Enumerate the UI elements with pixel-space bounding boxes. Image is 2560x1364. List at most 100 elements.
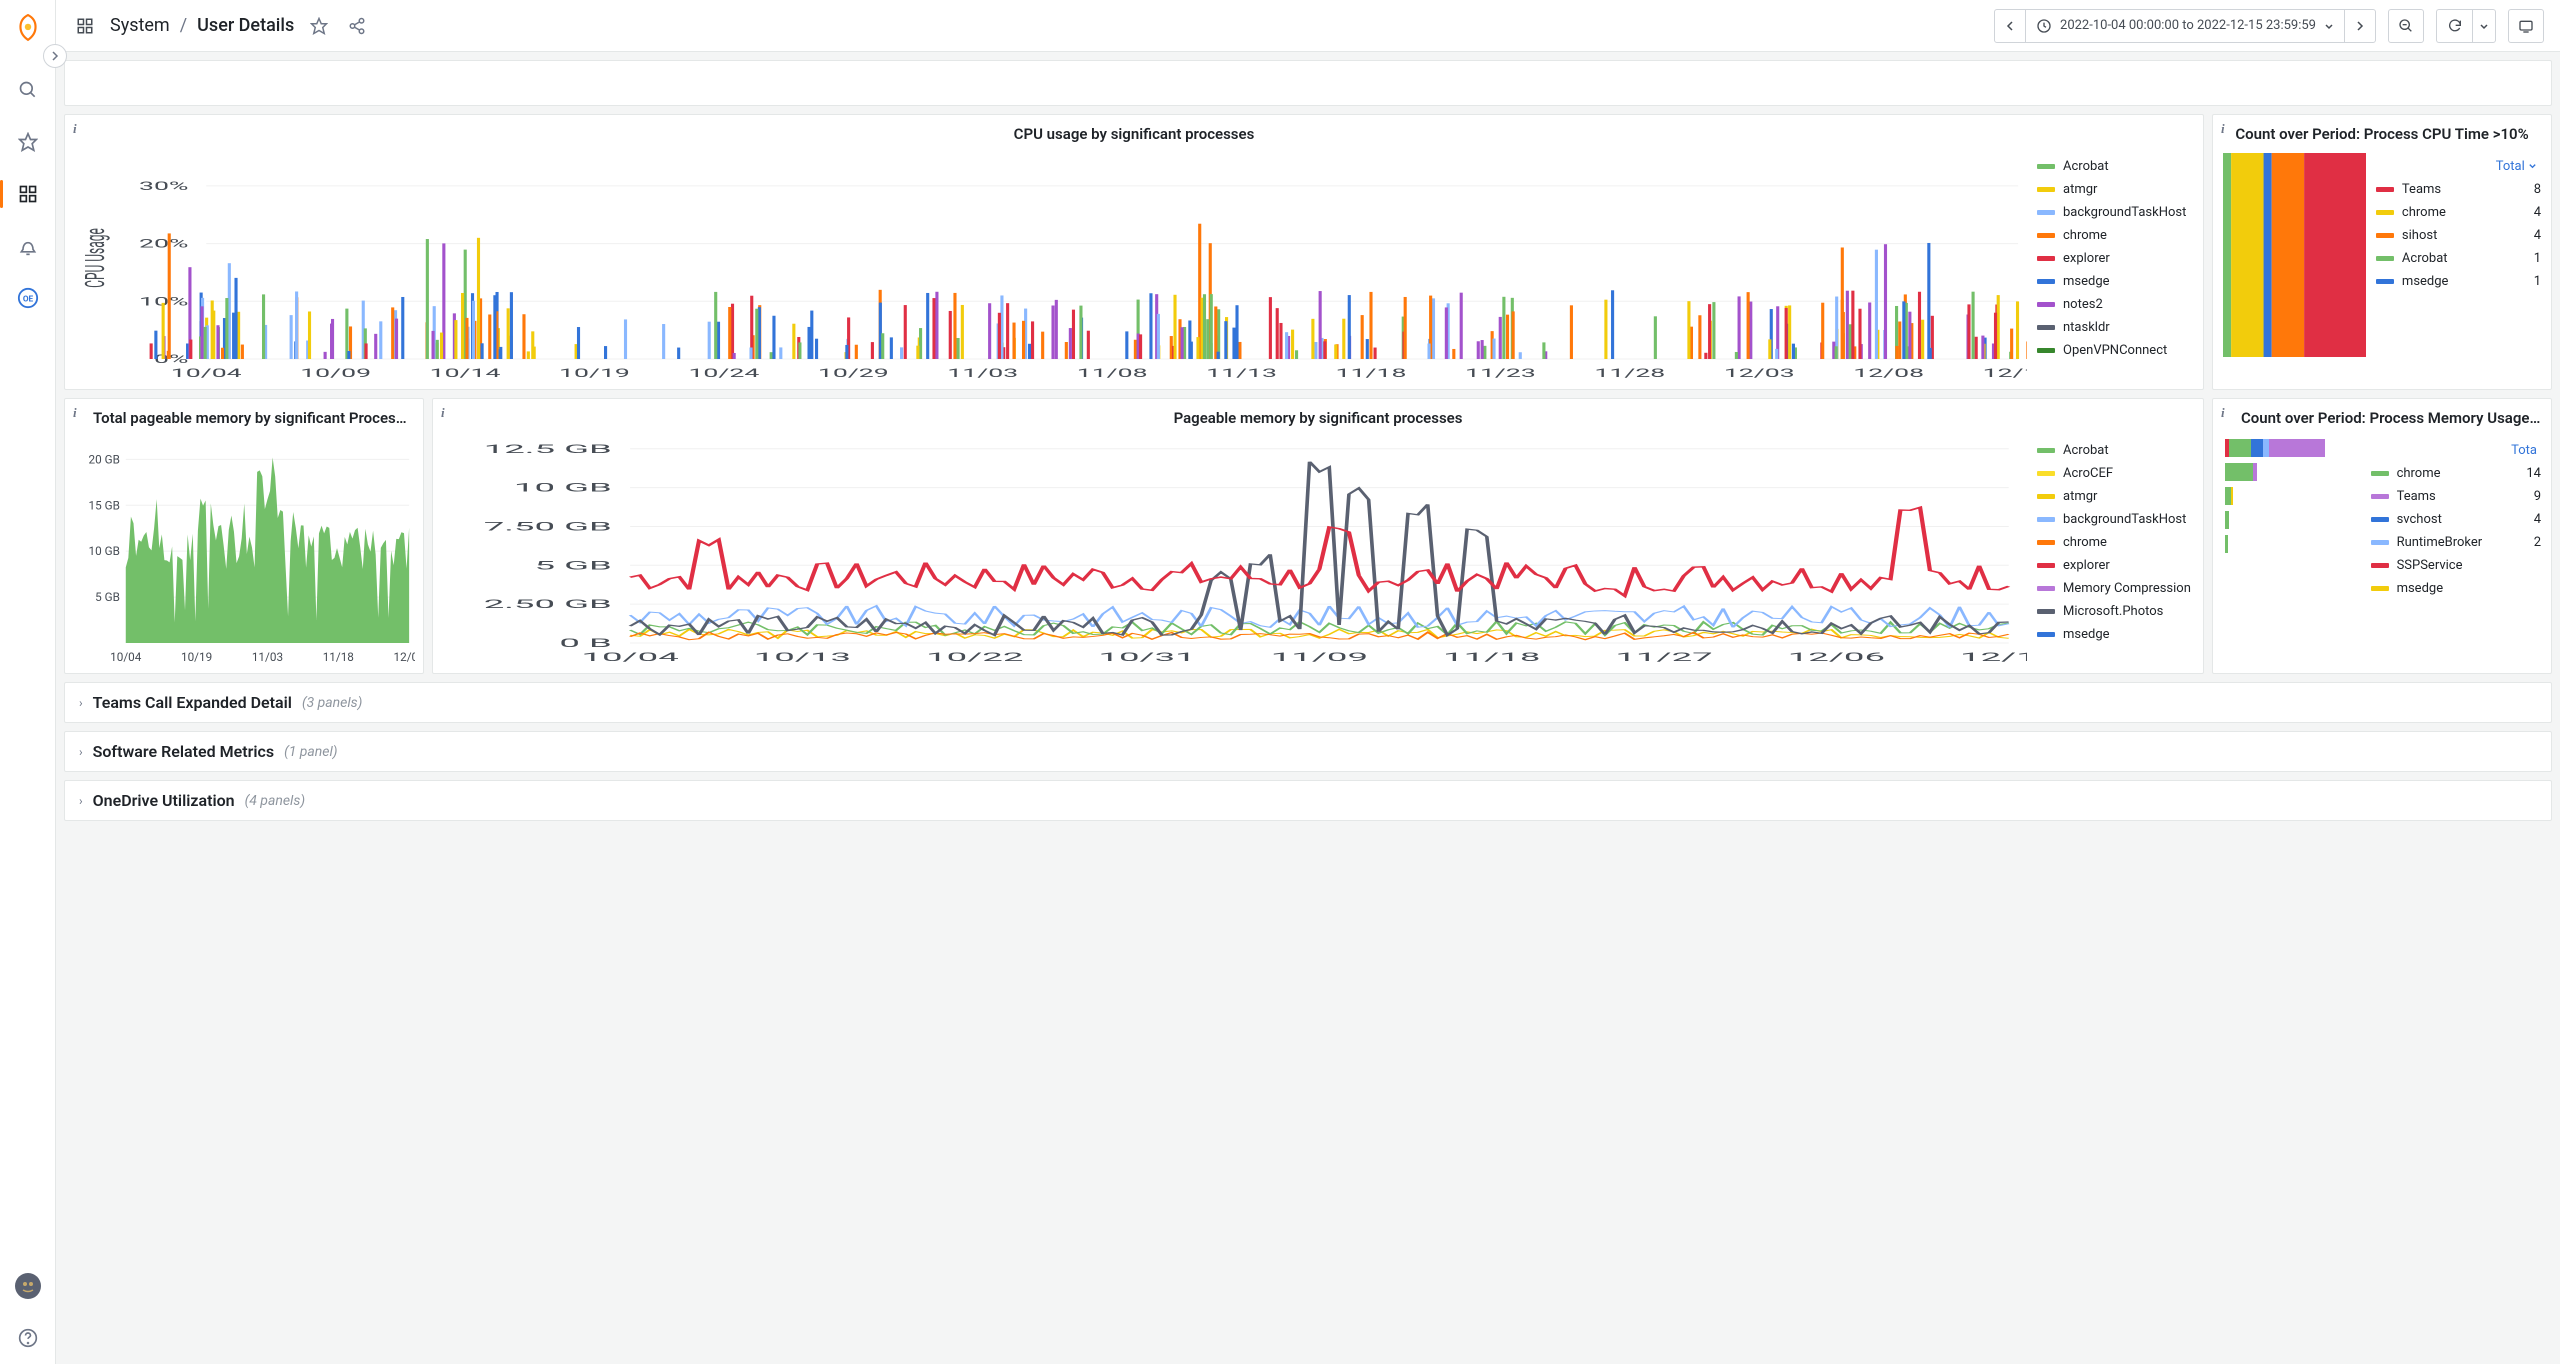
breadcrumb-separator: / (180, 15, 187, 36)
panel-title: CPU usage by significant processes (73, 121, 2195, 151)
legend-label: chrome (2397, 466, 2519, 481)
svg-text:12/03: 12/03 (1724, 367, 1795, 381)
sidebar: OE (0, 0, 56, 1364)
refresh-button[interactable] (2436, 9, 2472, 43)
legend-label: Memory Compression (2063, 581, 2193, 596)
legend-item[interactable]: chrome14 (2369, 462, 2543, 485)
info-icon[interactable]: i (2221, 405, 2225, 421)
legend-item[interactable]: chrome (2035, 224, 2195, 247)
sidebar-dashboards[interactable] (8, 174, 48, 214)
svg-text:20%: 20% (139, 237, 188, 251)
collapsed-row[interactable]: ›Teams Call Expanded Detail(3 panels) (64, 682, 2552, 723)
time-range-prev[interactable] (1995, 10, 2026, 42)
svg-text:11/23: 11/23 (1465, 367, 1536, 381)
star-icon[interactable] (306, 13, 332, 39)
svg-text:30%: 30% (139, 179, 188, 193)
legend-label: msedge (2063, 627, 2193, 642)
legend-item[interactable]: msedge (2035, 623, 2195, 646)
row-title: Software Related Metrics (93, 742, 274, 761)
dashboards-icon[interactable] (72, 13, 98, 39)
row-title: OneDrive Utilization (93, 791, 235, 810)
legend-item[interactable]: explorer (2035, 554, 2195, 577)
time-range-next[interactable] (2345, 10, 2375, 42)
legend-item[interactable]: Teams9 (2369, 485, 2543, 508)
legend-item[interactable]: msedge (2035, 270, 2195, 293)
info-icon[interactable]: i (73, 121, 77, 137)
chevron-right-icon: › (79, 696, 83, 710)
legend-item[interactable]: sihost4 (2374, 224, 2543, 247)
legend-item[interactable]: svchost4 (2369, 508, 2543, 531)
svg-text:CPU Usage: CPU Usage (81, 228, 112, 288)
time-range-text: 2022-10-04 00:00:00 to 2022-12-15 23:59:… (2060, 18, 2316, 33)
legend-item[interactable]: AcroCEF (2035, 462, 2195, 485)
time-range-button[interactable]: 2022-10-04 00:00:00 to 2022-12-15 23:59:… (2026, 10, 2345, 42)
refresh-interval-button[interactable] (2472, 9, 2496, 43)
total-memory-chart[interactable]: 5 GB10 GB15 GB20 GB10/0410/1911/0311/181… (73, 435, 415, 665)
zoom-out-button[interactable] (2388, 9, 2424, 43)
panel-title: Pageable memory by significant processes (441, 405, 2195, 435)
cpu-legend: AcrobatatmgrbackgroundTaskHostchromeexpl… (2035, 151, 2195, 381)
svg-text:10/09: 10/09 (300, 367, 371, 381)
legend-label: Acrobat (2402, 251, 2526, 266)
sidebar-alerts[interactable] (8, 226, 48, 266)
legend-item[interactable]: atmgr (2035, 485, 2195, 508)
breadcrumb-page[interactable]: User Details (197, 15, 294, 36)
sidebar-avatar[interactable] (8, 1266, 48, 1306)
legend-item[interactable]: chrome4 (2374, 201, 2543, 224)
svg-text:10 GB: 10 GB (514, 481, 612, 495)
memory-chart[interactable]: 0 B2.50 GB5 GB7.50 GB10 GB12.5 GB10/0410… (441, 435, 2027, 665)
legend-item[interactable]: RuntimeBroker2 (2369, 531, 2543, 554)
legend-label: OpenVPNConnect (2063, 343, 2193, 358)
collapsed-row[interactable]: ›OneDrive Utilization(4 panels) (64, 780, 2552, 821)
legend-item[interactable]: atmgr (2035, 178, 2195, 201)
svg-text:12/06: 12/06 (1788, 650, 1885, 664)
sidebar-starred[interactable] (8, 122, 48, 162)
panel-pageable-memory: i Pageable memory by significant process… (432, 398, 2204, 674)
legend-item[interactable]: msedge1 (2374, 270, 2543, 293)
legend-item[interactable]: Microsoft.Photos (2035, 600, 2195, 623)
sidebar-help[interactable] (8, 1318, 48, 1358)
legend-item[interactable]: chrome (2035, 531, 2195, 554)
grafana-logo[interactable] (12, 12, 44, 44)
row-panel-count: (4 panels) (245, 793, 305, 809)
info-icon[interactable]: i (441, 405, 445, 421)
sidebar-app-icon[interactable]: OE (8, 278, 48, 318)
collapsed-row[interactable]: ›Software Related Metrics(1 panel) (64, 731, 2552, 772)
cpu-count-chart[interactable] (2221, 151, 2366, 361)
legend-item[interactable]: explorer (2035, 247, 2195, 270)
total-header[interactable]: Tota (2369, 439, 2543, 462)
svg-text:11/18: 11/18 (1336, 367, 1407, 381)
legend-label: atmgr (2063, 489, 2193, 504)
legend-label: Teams (2402, 182, 2526, 197)
legend-item[interactable]: Acrobat (2035, 155, 2195, 178)
legend-item[interactable]: backgroundTaskHost (2035, 201, 2195, 224)
legend-item[interactable]: msedge (2369, 577, 2543, 600)
legend-item[interactable]: notes2 (2035, 293, 2195, 316)
info-icon[interactable]: i (2221, 121, 2225, 137)
memory-count-chart[interactable] (2221, 435, 2361, 645)
legend-item[interactable]: ntaskldr (2035, 316, 2195, 339)
legend-item[interactable]: SSPService (2369, 554, 2543, 577)
legend-item[interactable]: OpenVPNConnect (2035, 339, 2195, 362)
sidebar-search[interactable] (8, 70, 48, 110)
legend-value: 4 (2534, 205, 2541, 220)
cpu-chart[interactable]: 0%10%20%30%CPU Usage10/0410/0910/1410/19… (73, 151, 2027, 381)
info-icon[interactable]: i (73, 405, 77, 421)
sidebar-expand-button[interactable] (43, 44, 67, 68)
legend-label: Teams (2397, 489, 2526, 504)
tv-mode-button[interactable] (2508, 9, 2544, 43)
share-icon[interactable] (344, 13, 370, 39)
legend-item[interactable]: Memory Compression (2035, 577, 2195, 600)
legend-label: ntaskldr (2063, 320, 2193, 335)
breadcrumb-folder[interactable]: System (110, 15, 170, 36)
svg-text:5 GB: 5 GB (95, 590, 120, 604)
legend-item[interactable]: backgroundTaskHost (2035, 508, 2195, 531)
svg-text:11/28: 11/28 (1594, 367, 1665, 381)
legend-label: Microsoft.Photos (2063, 604, 2193, 619)
legend-item[interactable]: Teams8 (2374, 178, 2543, 201)
total-header[interactable]: Total (2374, 155, 2543, 178)
legend-value: 1 (2534, 251, 2541, 266)
svg-text:12/15: 12/15 (1960, 650, 2027, 664)
legend-item[interactable]: Acrobat (2035, 439, 2195, 462)
legend-item[interactable]: Acrobat 1 (2374, 247, 2543, 270)
